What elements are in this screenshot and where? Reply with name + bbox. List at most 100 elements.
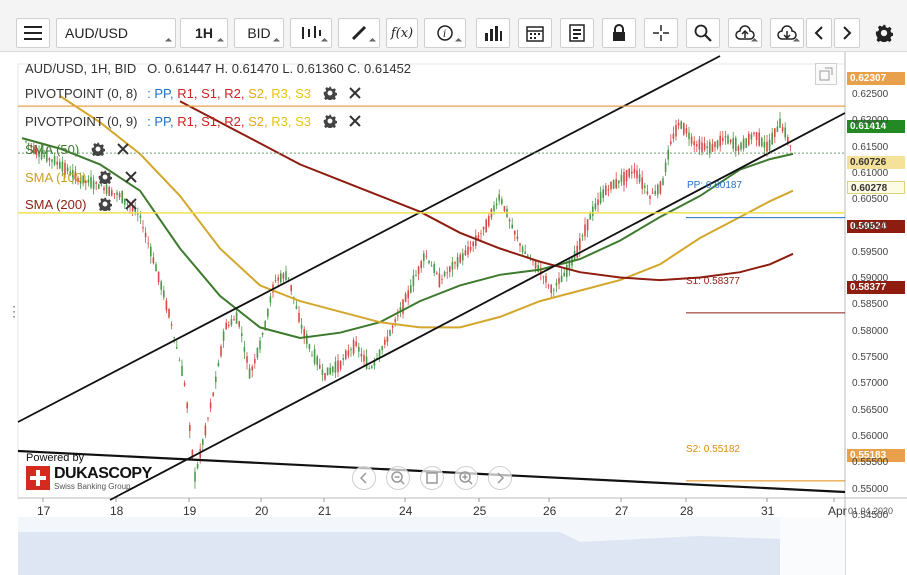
price-tag-s2: 0.55183: [847, 449, 905, 462]
pivot2-r3: R3,: [271, 114, 292, 129]
volume-button[interactable]: [476, 18, 510, 48]
info-button[interactable]: i: [424, 18, 466, 48]
candle-body: [581, 235, 584, 237]
candle-body: [662, 178, 664, 186]
maximize-button[interactable]: [815, 63, 837, 85]
y-tick-label: 0.55000: [852, 483, 889, 495]
scroll-right-button[interactable]: [834, 18, 860, 48]
candle-body: [636, 170, 638, 179]
candle-body: [295, 305, 298, 309]
candle-body: [238, 321, 240, 327]
candle-body: [64, 163, 66, 175]
ohlc-readout: AUD/USD, 1H, BID O. 0.61447 H. 0.61470 L…: [25, 61, 411, 76]
candle-body: [173, 337, 175, 339]
close-icon[interactable]: [124, 197, 138, 211]
candle-body: [498, 194, 500, 201]
close-icon[interactable]: [116, 142, 130, 156]
crosshair-button[interactable]: [644, 18, 678, 48]
zoom-out-button[interactable]: [386, 466, 410, 490]
chart-type-button[interactable]: [290, 18, 332, 48]
candle-body: [329, 367, 331, 375]
candle-body: [592, 206, 594, 216]
symbol-select[interactable]: AUD/USD: [56, 18, 176, 48]
upload-button[interactable]: [728, 18, 762, 48]
info-icon: i: [437, 25, 453, 41]
candle-body: [33, 146, 35, 153]
x-tick-label: 26: [543, 504, 557, 518]
candle-body: [56, 161, 58, 165]
candle-body: [735, 138, 737, 152]
price-tag-sma200: 0.59524: [847, 220, 905, 233]
menu-icon[interactable]: [16, 18, 50, 48]
candle-body: [657, 184, 659, 195]
candle-body: [711, 144, 714, 152]
zoom-in-button[interactable]: [454, 466, 478, 490]
price-tag-value: 0.58377: [850, 282, 887, 293]
legend-sma200: SMA (200): [25, 197, 138, 212]
price-tag-s1: 0.58377: [847, 281, 905, 294]
candle-body: [222, 331, 225, 341]
candle-body: [51, 159, 53, 162]
indicators-button[interactable]: 𝑓(x): [386, 18, 418, 48]
pan-right-button[interactable]: [488, 466, 512, 490]
candle-body: [399, 307, 402, 312]
gear-icon[interactable]: [323, 86, 337, 100]
price-side-select[interactable]: BID: [234, 18, 284, 48]
calendar-button[interactable]: [518, 18, 552, 48]
timeframe-select[interactable]: 1H: [180, 18, 228, 48]
gear-icon[interactable]: [98, 170, 113, 184]
candle-body: [209, 402, 212, 409]
price-tag-value: 0.62307: [850, 73, 887, 84]
candle-body: [92, 180, 95, 190]
candle-body: [423, 253, 425, 262]
gear-icon[interactable]: [323, 114, 337, 128]
pivot2-name: PIVOTPOINT (0, 9): [25, 114, 138, 129]
scroll-left-button[interactable]: [806, 18, 832, 48]
candle-body: [579, 238, 581, 251]
y-tick-label: 0.62500: [852, 89, 889, 100]
candle-body: [480, 233, 482, 235]
template-button[interactable]: [560, 18, 594, 48]
price-tag-value: 0.60278: [851, 183, 888, 194]
x-tick-label: 21: [318, 504, 332, 518]
legend-pivot2: PIVOTPOINT (0, 9) : PP, R1, S1, R2, S2, …: [25, 114, 362, 129]
candle-body: [501, 199, 503, 204]
candle-body: [667, 149, 669, 160]
pivot1-r1: R1,: [177, 86, 198, 101]
navigator-area: [18, 532, 780, 575]
candle-body: [586, 219, 589, 231]
y-tick-label: 0.56500: [852, 404, 889, 416]
close-icon[interactable]: [348, 114, 362, 128]
candle-body: [40, 150, 43, 160]
zoom-button[interactable]: [686, 18, 720, 48]
candle-body: [675, 125, 677, 137]
candle-body: [178, 360, 181, 362]
candle-body: [267, 308, 269, 317]
candle-body: [566, 264, 568, 277]
gear-icon[interactable]: [98, 197, 113, 211]
candle-body: [475, 235, 477, 246]
price-tag-pp: 0.60278: [847, 181, 905, 194]
reset-zoom-button[interactable]: [420, 466, 444, 490]
caret-icon: [164, 37, 173, 46]
close-icon[interactable]: [124, 170, 138, 184]
candle-body: [352, 339, 355, 354]
pan-left-button[interactable]: [352, 466, 376, 490]
price-chart[interactable]: [0, 52, 907, 575]
candle-body: [186, 402, 188, 409]
lock-button[interactable]: [602, 18, 636, 48]
settings-button[interactable]: [868, 18, 900, 48]
document-icon: [569, 24, 585, 42]
candle-body: [373, 359, 376, 366]
download-button[interactable]: [770, 18, 804, 48]
gear-icon[interactable]: [91, 142, 105, 156]
pivot-pp-label: PP: 0.60187: [687, 180, 743, 191]
candle-body: [139, 215, 142, 218]
drawing-tools-button[interactable]: [338, 18, 380, 48]
panel-drag-handle[interactable]: · · ·: [12, 299, 16, 323]
candle-body: [776, 126, 779, 132]
candle-body: [397, 315, 399, 317]
candle-body: [155, 264, 157, 272]
close-icon[interactable]: [348, 86, 362, 100]
candle-body: [259, 340, 261, 350]
